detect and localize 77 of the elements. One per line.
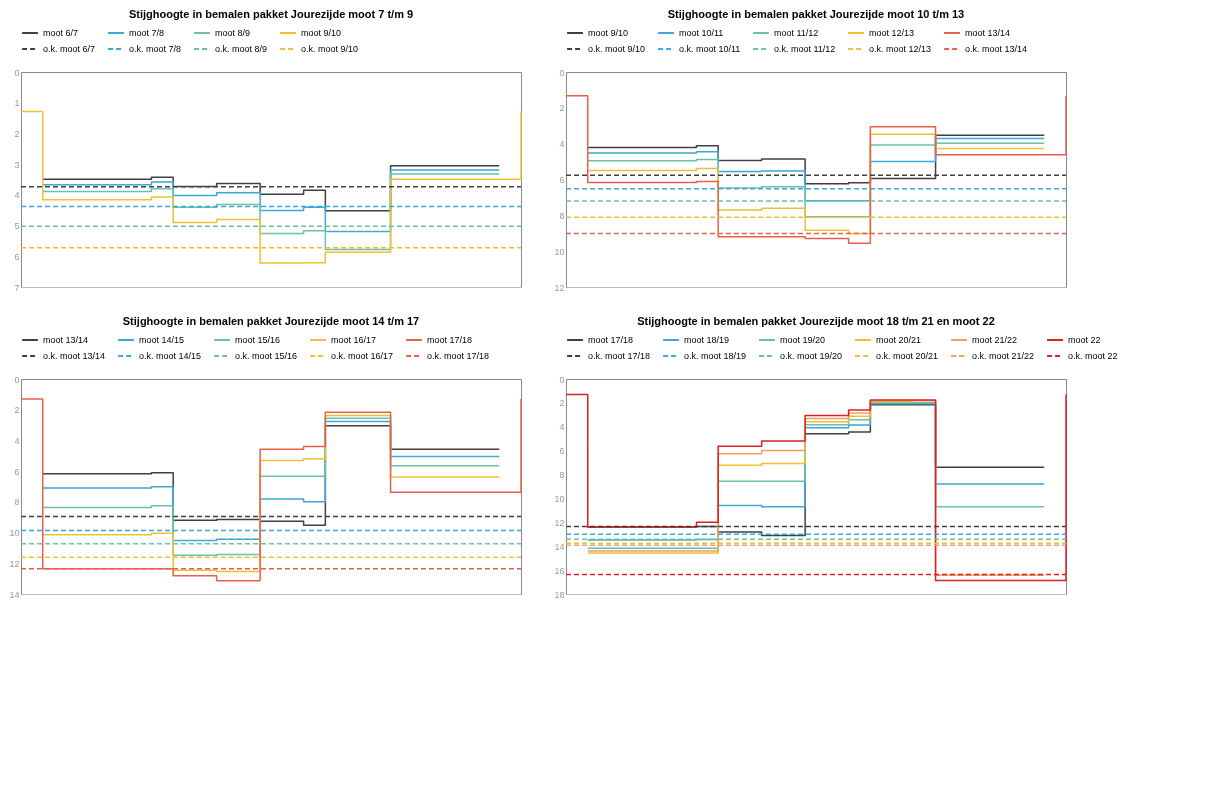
- legend-label: moot 8/9: [215, 28, 251, 38]
- y-tick-label: 0: [559, 67, 565, 78]
- legend-label: moot 20/21: [876, 335, 922, 345]
- legend-label: o.k. moot 21/22: [972, 351, 1035, 361]
- y-tick-label: 3: [14, 159, 20, 170]
- y-tick-label: 10: [9, 528, 20, 539]
- legend-label: o.k. moot 9/10: [301, 44, 359, 54]
- legend-label: o.k. moot 20/21: [876, 351, 939, 361]
- legend-label: moot 12/13: [869, 28, 915, 38]
- legend-label: o.k. moot 11/12: [774, 44, 836, 54]
- y-tick-label: 8: [559, 470, 565, 481]
- legend-label: moot 22: [1068, 335, 1101, 345]
- y-tick-label: 1: [14, 98, 20, 109]
- y-tick-label: 16: [554, 565, 565, 576]
- legend-label: moot 9/10: [588, 28, 629, 38]
- legend-label: moot 17/18: [427, 335, 473, 345]
- y-tick-label: 8: [14, 497, 20, 508]
- y-tick-label: 12: [554, 282, 565, 293]
- legend-label: o.k. moot 16/17: [331, 351, 394, 361]
- legend-label: o.k. moot 13/14: [965, 44, 1028, 54]
- legend-label: o.k. moot 10/11: [679, 44, 741, 54]
- y-tick-label: 0: [14, 374, 20, 385]
- y-tick-label: 7: [14, 282, 20, 293]
- y-tick-label: 8: [559, 210, 565, 221]
- legend-label: o.k. moot 22: [1068, 351, 1118, 361]
- legend-label: moot 9/10: [301, 28, 342, 38]
- legend-label: o.k. moot 12/13: [869, 44, 932, 54]
- legend-label: o.k. moot 19/20: [780, 351, 843, 361]
- legend-label: moot 6/7: [43, 28, 79, 38]
- chart-title: Stijghoogte in bemalen pakket Jourezijde moot 14 t/m 17: [122, 315, 420, 327]
- y-tick-label: 12: [554, 517, 565, 528]
- chart-title: Stijghoogte in bemalen pakket Jourezijde moot 18 t/m 21 en moot 22: [637, 315, 995, 327]
- y-tick-label: 6: [559, 175, 565, 185]
- legend-label: o.k. moot 13/14: [43, 351, 106, 361]
- legend-label: o.k. moot 17/18: [588, 351, 651, 361]
- legend-label: moot 17/18: [588, 335, 634, 345]
- y-tick-label: 5: [14, 221, 20, 232]
- legend-label: moot 13/14: [965, 28, 1011, 38]
- legend-label: moot 13/14: [43, 335, 89, 345]
- legend-label: o.k. moot 9/10: [588, 44, 646, 54]
- legend-label: moot 19/20: [780, 335, 826, 345]
- legend-label: moot 11/12: [774, 28, 819, 38]
- legend-label: moot 10/11: [679, 28, 724, 38]
- y-tick-label: 2: [14, 405, 20, 416]
- y-tick-label: 2: [559, 398, 565, 409]
- y-tick-label: 4: [14, 190, 20, 201]
- y-tick-label: 6: [559, 446, 565, 457]
- y-tick-label: 6: [14, 466, 20, 477]
- y-tick-label: 6: [14, 251, 20, 262]
- y-tick-label: 4: [559, 422, 565, 433]
- legend-label: o.k. moot 17/18: [427, 351, 490, 361]
- y-tick-label: 4: [14, 435, 20, 446]
- legend-label: o.k. moot 18/19: [684, 351, 747, 361]
- legend-label: o.k. moot 15/16: [235, 351, 298, 361]
- y-tick-label: 14: [554, 541, 565, 552]
- y-tick-label: 12: [9, 558, 20, 569]
- legend-label: moot 7/8: [129, 28, 165, 38]
- legend-label: o.k. moot 6/7: [43, 44, 96, 54]
- y-tick-label: 0: [559, 374, 565, 385]
- y-tick-label: 18: [554, 589, 565, 600]
- y-tick-label: 4: [559, 139, 565, 150]
- legend-label: moot 16/17: [331, 335, 377, 345]
- y-tick-label: 0: [14, 67, 20, 78]
- legend-label: o.k. moot 8/9: [215, 44, 268, 54]
- legend-label: moot 21/22: [972, 335, 1018, 345]
- chart-title: Stijghoogte in bemalen pakket Jourezijde moot 7 t/m 9: [128, 8, 414, 20]
- y-tick-label: 14: [9, 589, 20, 600]
- legend-label: moot 14/15: [139, 335, 185, 345]
- y-tick-label: 2: [559, 103, 565, 114]
- y-tick-label: 2: [14, 128, 20, 139]
- chart-title: Stijghoogte in bemalen pakket Jourezijde moot 10 t/m 13: [667, 8, 965, 20]
- legend-label: moot 18/19: [684, 335, 730, 345]
- y-tick-label: 10: [554, 493, 565, 504]
- legend-label: o.k. moot 7/8: [129, 44, 182, 54]
- legend-label: moot 15/16: [235, 335, 281, 345]
- legend-label: o.k. moot 14/15: [139, 351, 202, 361]
- y-tick-label: 10: [554, 246, 565, 257]
